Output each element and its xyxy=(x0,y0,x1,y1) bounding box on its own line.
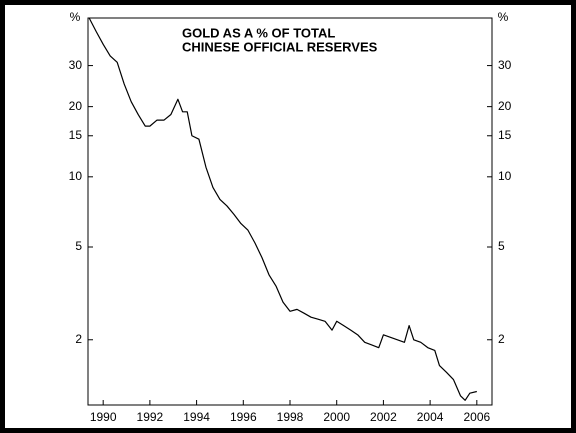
x-tick-label: 1992 xyxy=(137,410,164,424)
y-axis-label: % xyxy=(70,10,81,24)
y-tick-label: 15 xyxy=(69,128,83,142)
x-tick-label: 1998 xyxy=(277,410,304,424)
x-tick-label: 2004 xyxy=(417,410,444,424)
y-tick-label: 30 xyxy=(69,58,83,72)
y-tick-label: 10 xyxy=(69,169,83,183)
x-tick-label: 1990 xyxy=(90,410,117,424)
y2-tick-label: 2 xyxy=(498,332,505,346)
x-tick-label: 2002 xyxy=(370,410,397,424)
x-tick-label: 1996 xyxy=(230,410,257,424)
y2-axis-label: % xyxy=(498,10,509,24)
x-tick-label: 1994 xyxy=(183,410,210,424)
line-series xyxy=(88,17,477,401)
chart-title: CHINESE OFFICIAL RESERVES xyxy=(182,39,378,54)
chart-title: GOLD AS A % OF TOTAL xyxy=(182,25,335,40)
y-tick-label: 2 xyxy=(75,332,82,346)
y2-tick-label: 10 xyxy=(498,169,512,183)
y-tick-label: 5 xyxy=(75,239,82,253)
y2-tick-label: 30 xyxy=(498,58,512,72)
y-tick-label: 20 xyxy=(69,99,83,113)
background xyxy=(5,5,571,428)
y2-tick-label: 20 xyxy=(498,99,512,113)
x-tick-label: 2000 xyxy=(323,410,350,424)
y2-tick-label: 5 xyxy=(498,239,505,253)
y2-tick-label: 15 xyxy=(498,128,512,142)
x-tick-label: 2006 xyxy=(463,410,490,424)
